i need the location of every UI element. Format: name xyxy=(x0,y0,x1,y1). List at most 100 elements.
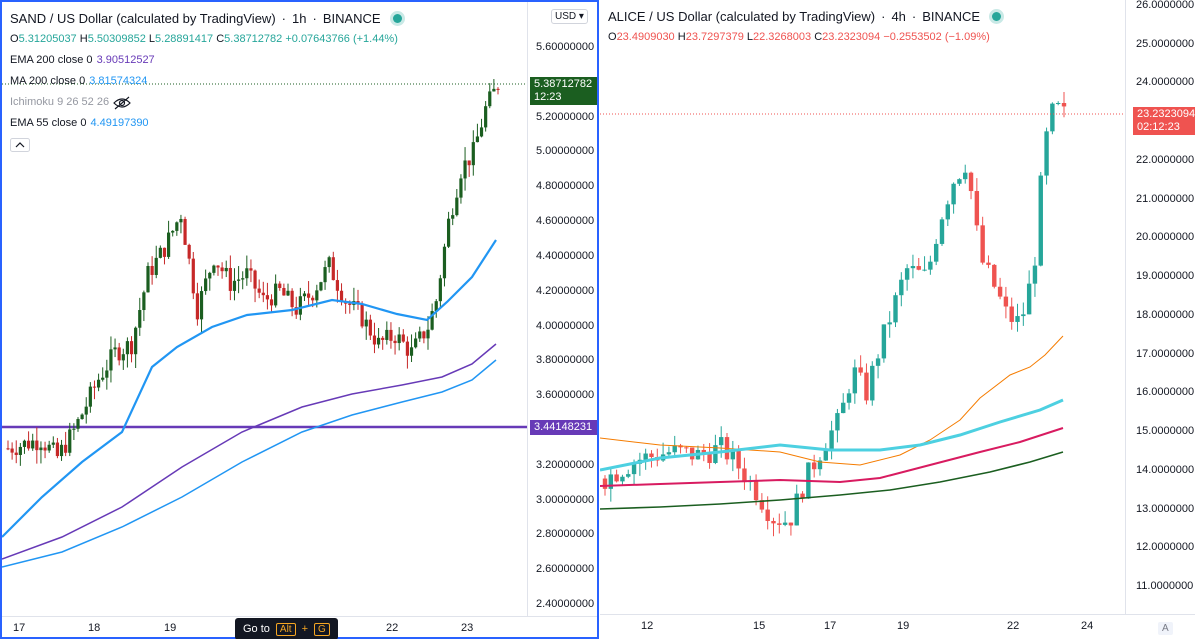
bear-candle xyxy=(684,447,689,449)
last-price-tag: 23.2323094 02:12:23 xyxy=(1133,107,1195,135)
bull-candle xyxy=(323,267,327,283)
bear-candle xyxy=(191,258,195,294)
open-label: O xyxy=(10,33,19,45)
price-tick-label: 25.0000000 xyxy=(1136,37,1195,50)
price-tick-label: 12.0000000 xyxy=(1136,541,1195,554)
bull-candle xyxy=(455,197,459,216)
price-tick-label: 21.0000000 xyxy=(1136,192,1195,205)
indicator-ichimoku[interactable]: Ichimoku 9 26 52 26 xyxy=(10,92,402,113)
bear-candle xyxy=(129,341,134,355)
bear-candle xyxy=(602,478,608,489)
bull-candle xyxy=(881,324,887,359)
goto-date-button[interactable]: Go to Alt + G xyxy=(235,618,338,639)
bear-candle xyxy=(753,480,759,501)
alice-price-axis[interactable]: 26.0000000 25.0000000 24.0000000 22.0000000… xyxy=(1125,0,1195,614)
interval-label[interactable]: 1h xyxy=(292,11,307,26)
indicator-ema200[interactable]: EMA 200 close 0 3.90512527 xyxy=(10,50,402,71)
bull-candle xyxy=(72,428,76,430)
bull-candle xyxy=(76,419,80,429)
sand-chart-pane[interactable]: SAND / US Dollar (calculated by TradingV… xyxy=(0,0,599,639)
price-tick-label: 4.80000000 xyxy=(536,180,595,193)
symbol-name[interactable]: SAND / US Dollar (calculated by TradingV… xyxy=(10,11,276,26)
bear-candle xyxy=(6,448,10,450)
sand-candlestick-chart[interactable] xyxy=(2,2,527,616)
bull-candle xyxy=(488,91,492,107)
interval-label[interactable]: 4h xyxy=(891,9,906,24)
bear-candle xyxy=(339,290,344,302)
bear-candle xyxy=(974,191,980,226)
bull-candle xyxy=(904,268,910,280)
bull-candle xyxy=(179,218,183,223)
sand-price-axis[interactable]: 5.60000000 5.20000000 5.00000000 4.80000000… xyxy=(527,2,597,616)
alice-chart-pane[interactable]: ALICE / US Dollar (calculated by Trading… xyxy=(600,0,1195,639)
bear-candle xyxy=(800,493,805,499)
bull-candle xyxy=(430,311,434,330)
hidden-eye-icon[interactable] xyxy=(113,96,131,110)
price-tick-label: 5.20000000 xyxy=(536,110,595,123)
last-price-value: 5.38712782 xyxy=(534,78,593,90)
close-label: C xyxy=(814,31,823,43)
bear-candle xyxy=(55,442,60,457)
bull-candle xyxy=(1015,316,1020,322)
bull-candle xyxy=(484,106,488,128)
change-value: −0.2553502 (−1.09%) xyxy=(883,31,990,43)
bear-candle xyxy=(360,304,364,327)
market-status-icon xyxy=(992,12,1002,21)
bull-candle xyxy=(719,437,724,446)
time-tick-label: 19 xyxy=(897,620,910,632)
bear-candle xyxy=(14,452,18,455)
bear-candle xyxy=(282,287,286,296)
bear-candle xyxy=(771,520,776,524)
bear-candle xyxy=(1003,296,1009,307)
bear-candle xyxy=(788,522,794,526)
sand-symbol-title[interactable]: SAND / US Dollar (calculated by TradingV… xyxy=(10,8,402,29)
bear-candle xyxy=(811,462,817,470)
bear-candle xyxy=(150,266,154,275)
collapse-legend-button[interactable] xyxy=(10,134,402,155)
bull-candle xyxy=(96,379,101,388)
bear-candle xyxy=(43,447,47,451)
auto-scale-button[interactable]: A xyxy=(1158,622,1173,635)
symbol-name[interactable]: ALICE / US Dollar (calculated by Trading… xyxy=(608,9,876,24)
price-tick-label: 20.0000000 xyxy=(1136,231,1195,244)
indicator-ma200[interactable]: MA 200 close 0 3.81574324 xyxy=(10,71,402,92)
bull-candle xyxy=(121,354,125,361)
bear-candle xyxy=(614,474,619,482)
price-tick-label: 19.0000000 xyxy=(1136,270,1195,283)
indicator-name: Ichimoku 9 26 52 26 xyxy=(10,96,110,108)
high-label: H xyxy=(677,31,686,43)
level-price-tag: 3.44148231 xyxy=(530,420,597,435)
bull-candle xyxy=(841,402,846,414)
bear-candle xyxy=(968,172,974,192)
price-tick-label: 4.00000000 xyxy=(536,319,595,332)
auto-scale-label: A xyxy=(1162,623,1169,634)
bear-candle xyxy=(381,337,385,340)
alice-time-axis[interactable]: 12 15 17 19 22 24 xyxy=(600,614,1195,636)
bull-candle xyxy=(608,474,614,489)
bull-candle xyxy=(236,279,241,281)
bull-candle xyxy=(922,269,927,271)
price-tick-label: 3.60000000 xyxy=(536,389,595,402)
alice-symbol-title[interactable]: ALICE / US Dollar (calculated by Trading… xyxy=(608,6,1002,27)
bull-candle xyxy=(434,301,438,312)
bear-candle xyxy=(992,264,997,287)
sand-time-axis[interactable]: 17 18 19 22 23 xyxy=(2,616,597,638)
price-tick-label: 14.0000000 xyxy=(1136,463,1195,476)
bull-candle xyxy=(899,279,904,296)
time-tick-label: 22 xyxy=(1007,620,1020,632)
bear-candle xyxy=(162,247,167,257)
bull-candle xyxy=(852,367,858,394)
bull-candle xyxy=(951,183,956,205)
indicator-ema55[interactable]: EMA 55 close 0 4.49197390 xyxy=(10,113,402,134)
bull-candle xyxy=(442,246,447,279)
bull-candle xyxy=(887,322,892,325)
alice-candlestick-chart[interactable] xyxy=(600,0,1125,614)
currency-button[interactable]: USD ▾ xyxy=(551,9,588,24)
bear-candle xyxy=(986,262,991,265)
bear-candle xyxy=(765,509,770,521)
bull-candle xyxy=(643,453,648,460)
bull-candle xyxy=(1021,314,1026,317)
close-value: 5.38712782 xyxy=(224,33,283,45)
price-tick-label: 4.40000000 xyxy=(536,249,595,262)
time-tick-label: 19 xyxy=(164,622,177,634)
